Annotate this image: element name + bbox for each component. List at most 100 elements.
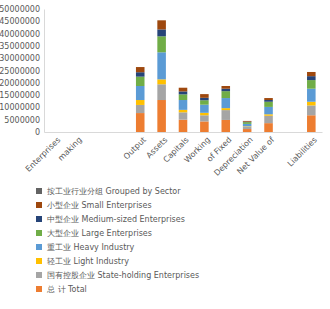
bar (200, 94, 209, 98)
bar (179, 94, 188, 100)
bar (179, 120, 188, 132)
bar (243, 129, 252, 132)
x-tick-label: Enterprises (24, 135, 62, 173)
bar (200, 115, 209, 121)
y-tick-label: 0 (35, 128, 40, 137)
bar (157, 79, 166, 84)
bar (243, 122, 252, 124)
bar (243, 121, 252, 122)
x-tick: Liabilities (286, 132, 319, 168)
bar (200, 100, 209, 104)
bar (307, 80, 316, 89)
bar (243, 124, 252, 126)
legend-label: 轻工业 Light Industry (47, 257, 129, 266)
chart: 0 5000000 10000000 15000000 20000000 25000000… (0, 0, 330, 309)
y-tick: 40000000 (0, 30, 44, 39)
bar (157, 52, 166, 79)
bar (264, 116, 273, 123)
y-tick: 35000000 (0, 42, 44, 51)
legend-label: 按工业行业分组 Grouped by Sector (47, 187, 181, 196)
y-tick-label: 20000000 (0, 79, 40, 88)
bar (136, 67, 145, 72)
legend: 按工业行业分组 Grouped by Sector 小型企业 Small Ente… (36, 187, 199, 294)
bar (136, 105, 145, 113)
bar (221, 91, 230, 98)
y-tick: 25000000 (0, 67, 44, 76)
y-tick-label: 5000000 (4, 116, 40, 125)
bar (136, 77, 145, 86)
bar (264, 98, 273, 100)
bar (200, 98, 209, 100)
bar (157, 29, 166, 36)
x-tick: Depreciation (212, 132, 254, 178)
legend-swatch (36, 188, 42, 194)
bar (307, 105, 316, 115)
y-tick-label: 15000000 (0, 91, 40, 100)
x-tick-label: Net Value of (235, 135, 276, 176)
bar (221, 120, 230, 132)
bar (157, 100, 166, 132)
bar (307, 89, 316, 102)
bar (243, 127, 252, 129)
bar (157, 84, 166, 100)
x-axis-line (45, 132, 323, 133)
x-tick: Enterprises (24, 132, 62, 174)
legend-label: 总 计 Total (46, 285, 87, 294)
y-tick: 30000000 (0, 54, 44, 63)
bar (264, 102, 273, 107)
bar (221, 98, 230, 108)
legend-label: 大型企业 Large Enterprises (47, 229, 152, 238)
legend-swatch (36, 272, 42, 278)
y-tick-label: 40000000 (0, 30, 40, 39)
y-tick-label: 35000000 (0, 42, 40, 51)
y-tick: 0 (35, 128, 44, 137)
y-tick-label: 10000000 (0, 103, 40, 112)
bar (179, 91, 188, 94)
y-tick-label: 50000000 (0, 5, 40, 14)
bars (136, 20, 316, 132)
bar (136, 113, 145, 132)
y-tick: 15000000 (0, 91, 44, 100)
bar (179, 88, 188, 92)
bar (307, 115, 316, 132)
bar (264, 123, 273, 132)
series (136, 52, 316, 126)
bar (200, 105, 209, 113)
y-tick-label: 45000000 (0, 17, 40, 26)
legend-swatch (36, 202, 42, 208)
legend-label: 重工业 Heavy Industry (47, 243, 135, 252)
legend-swatch (36, 230, 42, 236)
y-tick: 45000000 (0, 17, 44, 26)
y-tick: 50000000 (0, 5, 44, 14)
bar (179, 112, 188, 119)
bar (307, 72, 316, 76)
legend-swatch (36, 216, 42, 222)
bar (307, 76, 316, 80)
bar (200, 121, 209, 132)
bar (179, 100, 188, 110)
y-tick-label: 25000000 (0, 67, 40, 76)
bar (221, 86, 230, 89)
bar (157, 20, 166, 29)
series (136, 36, 316, 124)
x-tick-label: Output (122, 135, 148, 161)
x-tick: Output (122, 132, 148, 161)
bar (136, 100, 145, 105)
bar (264, 107, 273, 114)
legend-swatch (36, 286, 42, 292)
bar (136, 72, 145, 76)
legend-label: 国有控股企业 State-holding Enterprises (47, 271, 199, 280)
bar (157, 36, 166, 52)
bar (264, 114, 273, 115)
y-axis-line (44, 10, 45, 133)
x-axis: EnterprisesmakingOutputAssetsCapitalsWor… (24, 132, 323, 178)
bar (221, 108, 230, 110)
legend-label: 小型企业 Small Enterprises (47, 201, 152, 210)
y-tick: 5000000 (4, 116, 44, 125)
series (136, 84, 316, 129)
x-tick: Net Value of (235, 132, 276, 176)
series (136, 29, 316, 122)
bar (307, 102, 316, 106)
legend-swatch (36, 244, 42, 250)
x-tick-label: Liabilities (286, 135, 319, 168)
